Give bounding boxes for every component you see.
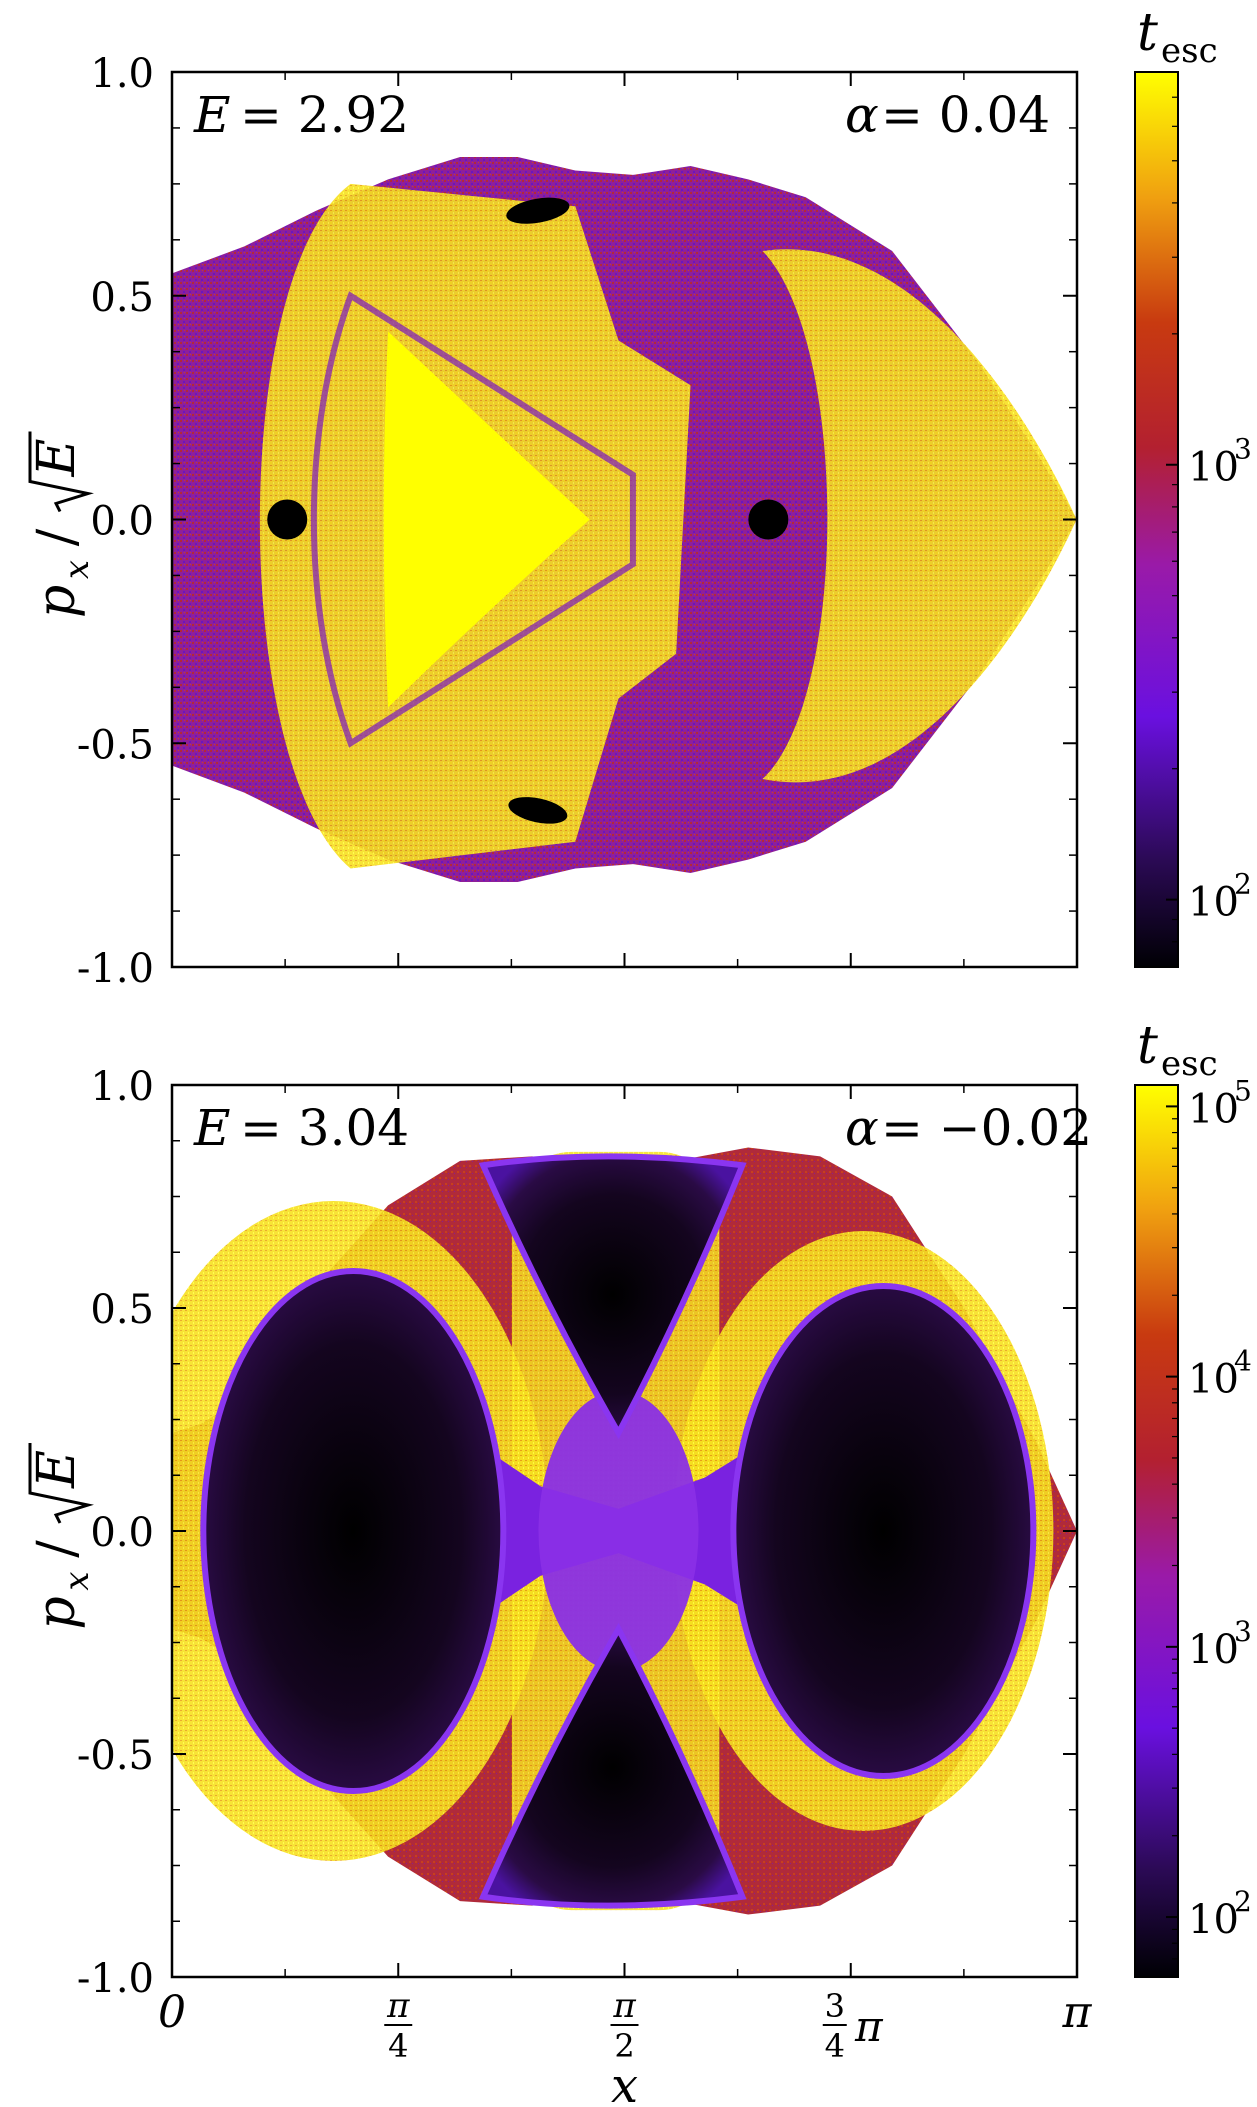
colorbar-tick-exp: 5 — [1234, 1074, 1252, 1107]
colorbar-tick-exp: 3 — [1234, 1615, 1252, 1648]
colorbar-label-t: t — [1137, 1016, 1158, 1076]
dark-island-bottom — [508, 797, 568, 824]
colorbar-tick-exp: 4 — [1234, 1345, 1252, 1378]
colorbar-tick-base: 10 — [1188, 1627, 1239, 1673]
chaotic-band-right — [762, 249, 1077, 783]
y-label-p: p — [27, 1596, 87, 1629]
dark-island-left — [267, 499, 308, 540]
x-tick-label-den: 4 — [388, 2027, 408, 2065]
x-tick-label: 0 — [158, 1987, 186, 2038]
annotation-alpha-value: = −0.02 — [881, 1099, 1092, 1157]
x-tick-label-num: π — [386, 1986, 410, 2026]
colorbar-label-sub: esc — [1161, 1044, 1218, 1084]
x-tick-label-pi: π — [854, 2002, 884, 2051]
y-tick-label: -0.5 — [77, 722, 154, 768]
y-tick-label: 1.0 — [90, 1064, 154, 1110]
colorbar-tick-exp: 3 — [1234, 433, 1252, 466]
x-axis-label: x — [611, 2058, 638, 2107]
annotation-alpha-var: α — [845, 86, 879, 144]
y-label-slash: / — [27, 1540, 87, 1558]
y-tick-label: 0.5 — [90, 275, 154, 321]
y-axis-label: px / E — [27, 1443, 97, 1630]
plot-area — [172, 1147, 1077, 1915]
colorbar-tick-base: 10 — [1188, 1086, 1239, 1132]
annotation-energy-var: E — [193, 1099, 231, 1157]
y-tick-label: 0.5 — [90, 1287, 154, 1333]
y-label-sub: x — [57, 560, 97, 579]
colorbar-tick-exp: 2 — [1234, 1885, 1252, 1918]
sqrt-sign — [28, 1443, 94, 1524]
y-tick-label: -1.0 — [77, 1956, 154, 2002]
x-tick-label-den: 4 — [825, 2027, 845, 2065]
annotation-energy-value: = 2.92 — [240, 86, 409, 144]
colorbar — [1134, 1084, 1179, 1978]
annotation-energy-var: E — [193, 86, 231, 144]
x-tick-label: π — [1062, 1987, 1093, 2038]
dark-island-bottom — [478, 1622, 747, 1909]
y-tick-label: 0.0 — [90, 499, 154, 545]
y-label-E: E — [27, 1450, 87, 1489]
regular-island-main — [383, 331, 590, 708]
sqrt-sign — [28, 431, 94, 513]
y-label-E: E — [27, 438, 87, 477]
dark-island-top — [478, 1153, 747, 1440]
y-label-p: p — [27, 585, 87, 618]
y-label-sub: x — [57, 1571, 97, 1590]
y-tick-label: -1.0 — [77, 946, 154, 992]
colorbar — [1134, 71, 1179, 968]
dark-island-top — [506, 197, 570, 224]
colorbar-tick-exp: 2 — [1234, 868, 1252, 901]
y-tick-label: -0.5 — [77, 1733, 154, 1779]
dark-island-center — [748, 499, 789, 540]
colorbar-tick-base: 10 — [1188, 880, 1239, 926]
plot-area — [172, 157, 1077, 882]
separatrix-left — [310, 291, 636, 748]
colorbar-tick-base: 10 — [1188, 1897, 1239, 1943]
top-panel: 1.00.50.0-0.5-1.0px/EE = 2.92 α = 0.0410310… — [27, 3, 1252, 992]
dark-island-right — [730, 1283, 1037, 1779]
dark-island-left — [200, 1268, 507, 1794]
colorbar-tick-base: 10 — [1188, 445, 1239, 491]
x-tick-label-den: 2 — [614, 2027, 634, 2065]
y-label-slash: / — [27, 528, 87, 546]
colorbar-label-sub: esc — [1161, 31, 1218, 71]
y-tick-label: 0.0 — [90, 1510, 154, 1556]
colorbar-tick-base: 10 — [1188, 1357, 1239, 1403]
hyperbolic-point — [538, 1391, 699, 1671]
x-tick-label-num: π — [612, 1986, 636, 2026]
colorbar-label-t: t — [1137, 3, 1158, 63]
x-tick-label-num: 3 — [825, 1987, 845, 2025]
annotation-alpha-var: α — [845, 1099, 879, 1157]
annotation-energy-value: = 3.04 — [240, 1099, 409, 1157]
y-tick-label: 1.0 — [90, 51, 154, 97]
y-axis-label: px / E — [27, 431, 97, 618]
annotation-alpha-value: = 0.04 — [881, 86, 1050, 144]
